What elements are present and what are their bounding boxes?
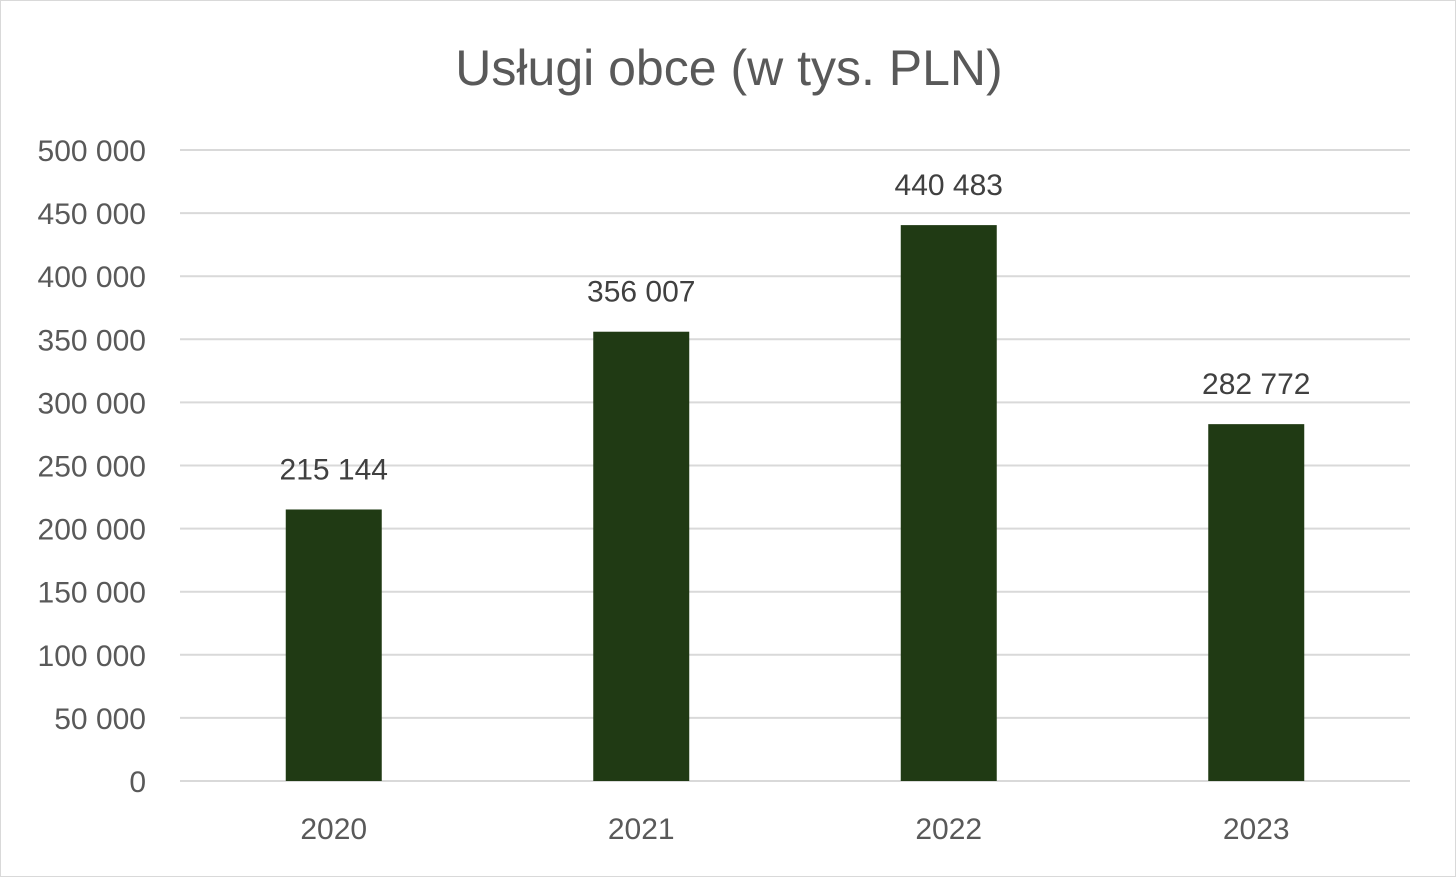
data-labels: 215 144 356 007 440 483 282 772 <box>280 169 1311 486</box>
gridlines <box>180 149 1410 782</box>
x-tick-label-2023: 2023 <box>1223 813 1290 846</box>
data-label-2020: 215 144 <box>280 453 388 486</box>
x-tick-label-2020: 2020 <box>300 813 367 846</box>
chart-title: Usługi obce (w tys. PLN) <box>455 40 1003 96</box>
x-tick-label-2021: 2021 <box>608 813 675 846</box>
y-tick-label: 200 000 <box>38 514 146 547</box>
y-tick-label: 0 <box>129 766 146 799</box>
y-tick-label: 300 000 <box>38 387 146 420</box>
y-tick-label: 400 000 <box>38 261 146 294</box>
y-tick-label: 500 000 <box>38 135 146 168</box>
y-tick-label: 50 000 <box>54 703 146 736</box>
y-tick-label: 250 000 <box>38 451 146 484</box>
data-label-2021: 356 007 <box>587 276 695 309</box>
data-label-2022: 440 483 <box>895 169 1003 202</box>
data-label-2023: 282 772 <box>1202 368 1310 401</box>
bar-2022 <box>900 225 997 781</box>
bar-2020 <box>285 509 382 781</box>
y-tick-label: 450 000 <box>38 198 146 231</box>
x-axis-tick-labels: 2020 2021 2022 2023 <box>300 813 1289 846</box>
bar-2023 <box>1208 424 1305 781</box>
bar-2021 <box>593 331 690 781</box>
y-axis-tick-labels: 0 50 000 100 000 150 000 200 000 250 000 300 0… <box>38 135 146 799</box>
x-tick-label-2022: 2022 <box>915 813 982 846</box>
bars <box>285 225 1305 781</box>
y-tick-label: 100 000 <box>38 640 146 673</box>
y-tick-label: 150 000 <box>38 577 146 610</box>
y-tick-label: 350 000 <box>38 324 146 357</box>
